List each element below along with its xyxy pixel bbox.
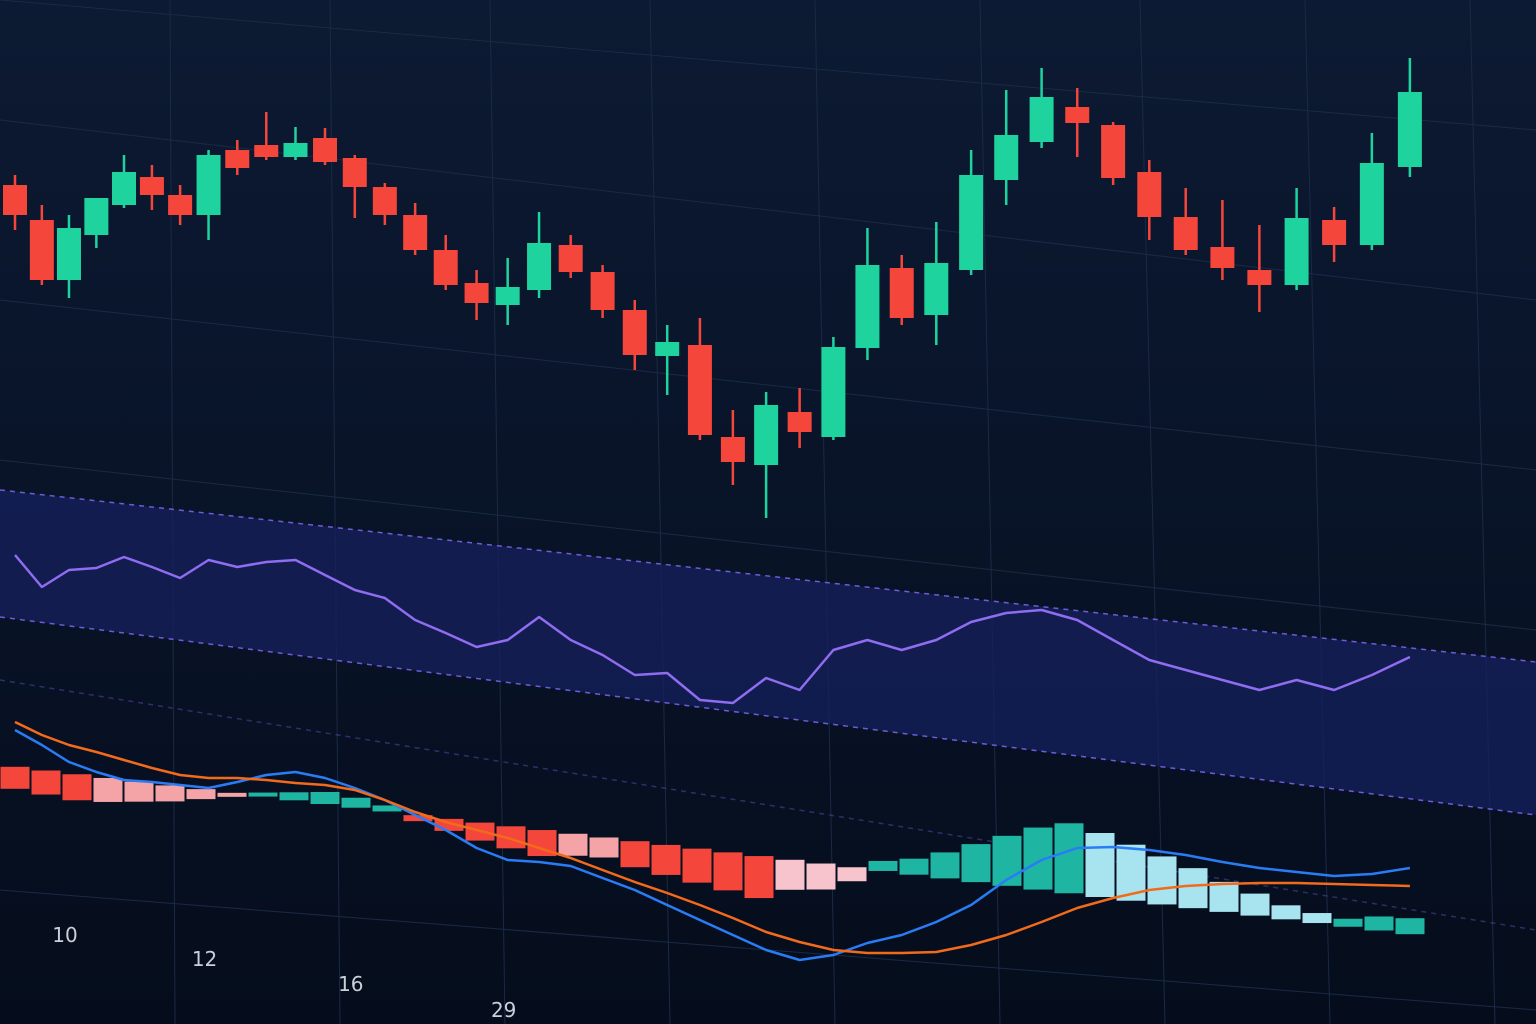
histogram-bar xyxy=(589,837,619,858)
candle-body xyxy=(196,155,221,215)
candle-body xyxy=(1065,107,1090,123)
candle-body xyxy=(283,143,308,157)
histogram-bar xyxy=(682,848,712,883)
candle-body xyxy=(225,150,250,168)
histogram-bar xyxy=(31,770,61,795)
candle-body xyxy=(3,185,27,215)
candle-body xyxy=(1284,218,1309,285)
histogram-bar xyxy=(372,805,402,812)
candle-body xyxy=(464,283,489,303)
candle-body xyxy=(1397,92,1422,167)
histogram-bar xyxy=(1271,905,1301,920)
candle-body xyxy=(720,437,745,462)
histogram-bar xyxy=(713,852,743,891)
candle-body xyxy=(622,310,647,355)
candle-body xyxy=(29,220,54,280)
histogram-bar xyxy=(1240,893,1270,916)
candle-body xyxy=(1210,247,1235,268)
candle-body xyxy=(558,245,583,272)
histogram-bar xyxy=(868,860,898,871)
candle-body xyxy=(994,135,1019,180)
candle-body xyxy=(787,412,812,432)
candle-body xyxy=(403,215,428,250)
rsi-band xyxy=(0,490,1536,815)
macd-line xyxy=(14,728,1411,962)
candle-body xyxy=(590,272,615,310)
histogram-bar xyxy=(0,766,30,789)
histogram-bar xyxy=(1395,918,1425,935)
histogram-bar xyxy=(930,852,960,879)
candle-body xyxy=(168,195,193,215)
histogram-bar xyxy=(279,792,309,801)
histogram-bar xyxy=(62,774,92,801)
candle-body xyxy=(84,198,109,235)
candle-body xyxy=(112,172,137,205)
candle-body xyxy=(139,177,164,195)
candle-body xyxy=(821,347,846,437)
candle-body xyxy=(655,342,680,356)
histogram-bar xyxy=(744,856,774,899)
candle-body xyxy=(1359,163,1384,245)
histogram-bar xyxy=(620,841,650,868)
candle-body xyxy=(495,287,520,305)
histogram-bar xyxy=(1054,823,1084,894)
histogram-bar xyxy=(992,835,1022,886)
histogram-bar xyxy=(899,858,929,875)
candle-body xyxy=(687,345,712,435)
candle-body xyxy=(1101,125,1126,178)
candle-body xyxy=(342,158,367,187)
histogram-bar xyxy=(651,844,681,875)
histogram-bar xyxy=(248,792,278,797)
candle-body xyxy=(959,175,984,270)
candle-body xyxy=(1322,220,1347,245)
rsi-line xyxy=(14,554,1411,705)
histogram-bar xyxy=(496,826,526,849)
histogram-bar xyxy=(1085,833,1115,897)
histogram-bar xyxy=(806,863,836,890)
histogram-bar xyxy=(124,781,154,802)
candle-body xyxy=(1247,270,1272,285)
candle-body xyxy=(889,268,914,318)
histogram-bar xyxy=(217,792,247,797)
histogram-bar xyxy=(961,844,991,883)
histogram-bar xyxy=(186,789,216,800)
x-tick-label: 16 xyxy=(338,972,363,996)
histogram-bar xyxy=(775,859,805,890)
candle-body xyxy=(924,263,949,315)
candle-body xyxy=(1137,172,1162,217)
candle-body xyxy=(313,138,338,162)
histogram-bar xyxy=(310,792,340,804)
histogram-bar xyxy=(1364,916,1394,931)
histogram-bar xyxy=(1209,881,1239,912)
histogram-bar xyxy=(155,785,185,802)
candle-body xyxy=(855,265,880,348)
x-tick-label: 12 xyxy=(192,947,217,971)
histogram-bar xyxy=(403,815,433,822)
candle-body xyxy=(254,145,279,157)
rsi-levels xyxy=(0,489,1536,931)
candle-body xyxy=(1029,97,1054,142)
candle-body xyxy=(754,405,779,465)
candle-body xyxy=(527,243,552,290)
histogram-bar xyxy=(558,833,588,856)
candle-body xyxy=(56,228,81,280)
histogram-bar xyxy=(1178,868,1208,909)
histogram-bar xyxy=(341,797,371,808)
candle-body xyxy=(433,250,458,285)
x-tick-label: 29 xyxy=(491,998,516,1022)
histogram-bar xyxy=(1333,918,1363,927)
histogram-bar xyxy=(93,777,123,802)
candle-body xyxy=(372,187,397,215)
histogram-bar xyxy=(837,867,867,882)
histogram-bar xyxy=(1147,856,1177,905)
histogram-bar xyxy=(1302,913,1332,924)
macd-line xyxy=(14,720,1410,955)
candle-body xyxy=(1173,217,1198,250)
x-tick-label: 10 xyxy=(52,923,77,947)
